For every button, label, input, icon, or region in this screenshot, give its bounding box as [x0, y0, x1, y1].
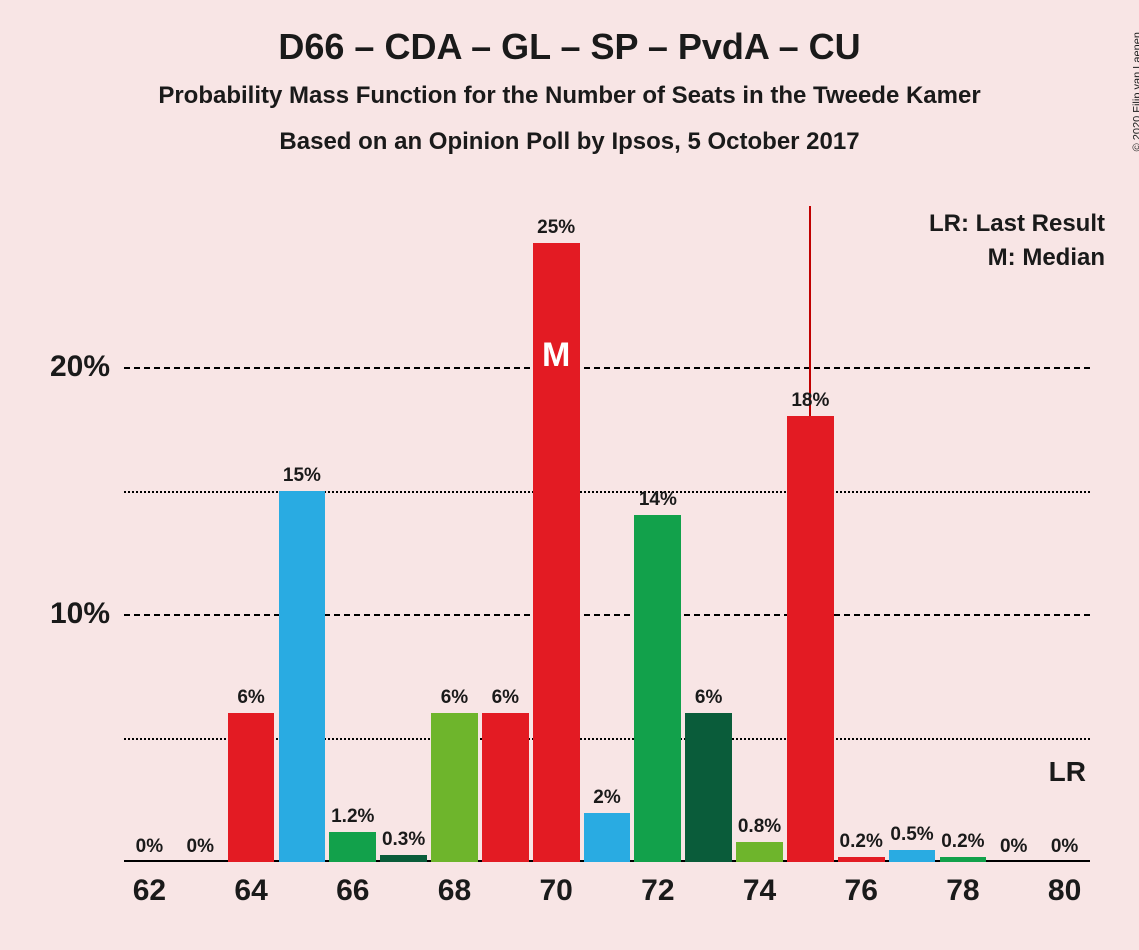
x-tick-label: 78 [946, 862, 979, 908]
gridline [124, 491, 1090, 493]
bar: 0.5% [889, 850, 936, 862]
y-tick-label: 10% [50, 597, 124, 631]
bar: 6% [482, 713, 529, 862]
bar-value-label: 0.2% [838, 831, 885, 857]
bar-value-label: 0% [126, 836, 173, 862]
bar-value-label: 1.2% [329, 806, 376, 832]
x-tick-label: 62 [133, 862, 166, 908]
bar-value-label: 0.3% [380, 829, 427, 855]
bar: 6% [431, 713, 478, 862]
bar-value-label: 0% [1041, 836, 1088, 862]
bar-value-label: 25% [533, 217, 580, 243]
x-tick-label: 80 [1048, 862, 1081, 908]
bar-value-label: 0% [990, 836, 1037, 862]
bar-value-label: 14% [634, 489, 681, 515]
bar-value-label: 0% [177, 836, 224, 862]
bar-value-label: 0.2% [940, 831, 987, 857]
bar: 0.3% [380, 855, 427, 862]
median-marker: M [533, 336, 580, 375]
chart-title: D66 – CDA – GL – SP – PvdA – CU [0, 26, 1139, 68]
bar: 18% [787, 416, 834, 862]
x-tick-label: 72 [641, 862, 674, 908]
bar: 14% [634, 515, 681, 862]
chart-subtitle-2: Based on an Opinion Poll by Ipsos, 5 Oct… [0, 128, 1139, 156]
x-tick-label: 70 [539, 862, 572, 908]
bar-value-label: 0.8% [736, 816, 783, 842]
lr-label: LR [1049, 756, 1086, 788]
gridline [124, 614, 1090, 616]
bar-value-label: 18% [787, 390, 834, 416]
chart-subtitle-1: Probability Mass Function for the Number… [0, 82, 1139, 110]
bar: 2% [584, 813, 631, 863]
bar: 15% [279, 491, 326, 862]
bar-value-label: 15% [279, 465, 326, 491]
gridline [124, 367, 1090, 369]
bar-value-label: 6% [431, 687, 478, 713]
bar-value-label: 6% [482, 687, 529, 713]
bar: 6% [685, 713, 732, 862]
bar: 1.2% [329, 832, 376, 862]
bar-value-label: 0.5% [889, 824, 936, 850]
x-tick-label: 74 [743, 862, 776, 908]
x-tick-label: 68 [438, 862, 471, 908]
copyright-text: © 2020 Filip van Laenen [1131, 32, 1139, 151]
plot-area: 20%10%LR0%0%6%15%1.2%0.3%6%6%25%M2%14%6%… [124, 206, 1090, 862]
bar: 0.8% [736, 842, 783, 862]
x-tick-label: 66 [336, 862, 369, 908]
bar-value-label: 6% [228, 687, 275, 713]
x-tick-label: 76 [845, 862, 878, 908]
y-tick-label: 20% [50, 350, 124, 384]
bar: 6% [228, 713, 275, 862]
x-tick-label: 64 [234, 862, 267, 908]
bar-value-label: 2% [584, 787, 631, 813]
bar: 25%M [533, 243, 580, 862]
bar-value-label: 6% [685, 687, 732, 713]
